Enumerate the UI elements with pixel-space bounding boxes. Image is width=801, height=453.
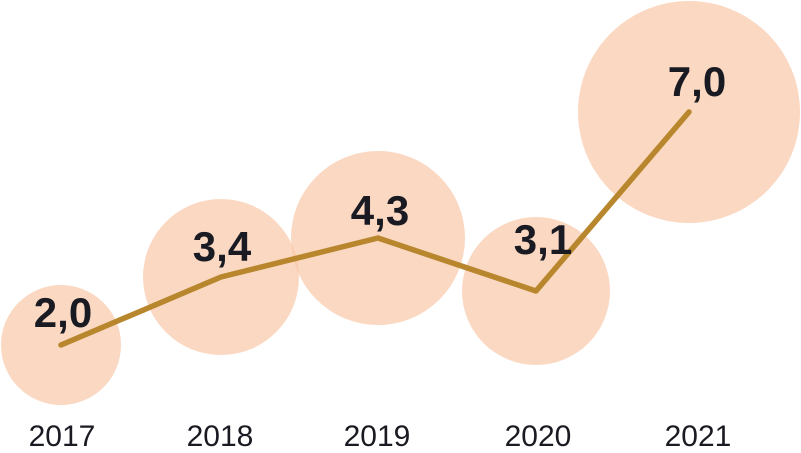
axis-label-2018: 2018 [187, 420, 254, 453]
value-label-2018: 3,4 [193, 223, 252, 270]
value-label-2020: 3,1 [514, 216, 572, 263]
axis-label-2017: 2017 [29, 420, 96, 453]
value-label-2021: 7,0 [668, 58, 726, 105]
trend-line [58, 109, 692, 348]
value-label-2019: 4,3 [351, 187, 409, 234]
value-label-2017: 2,0 [34, 289, 92, 336]
axis-label-2021: 2021 [665, 420, 732, 453]
axis-label-2019: 2019 [344, 420, 411, 453]
axis-label-2020: 2020 [505, 420, 572, 453]
